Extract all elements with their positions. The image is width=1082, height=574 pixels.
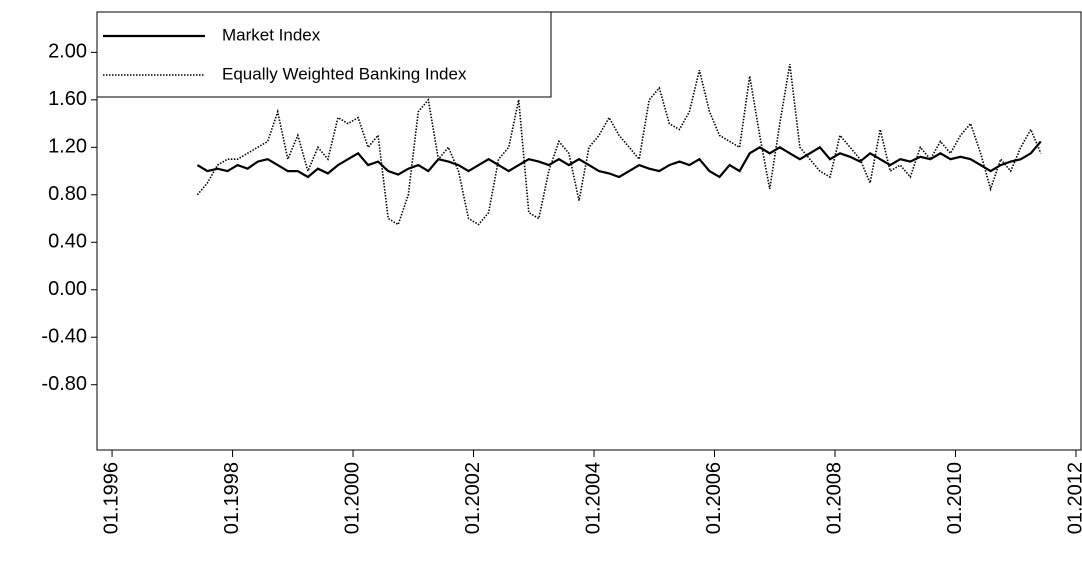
y-tick-label: 1.60 — [48, 88, 87, 110]
x-tick-label: 01.2002 — [462, 462, 484, 534]
x-tick-label: 01.2006 — [703, 462, 725, 534]
y-tick-label: -0.80 — [41, 373, 87, 395]
x-tick-label: 01.1998 — [221, 462, 243, 534]
legend-box — [96, 11, 552, 98]
y-tick-label: 0.40 — [48, 231, 87, 253]
x-tick-label: 01.1996 — [100, 462, 122, 534]
series-line — [196, 64, 1042, 226]
x-tick-label: 01.2010 — [944, 462, 966, 534]
series-line — [196, 140, 1042, 179]
legend-label: Market Index — [222, 25, 321, 44]
y-tick-label: 1.20 — [48, 136, 87, 158]
x-tick-label: 01.2000 — [341, 462, 363, 534]
y-tick-label: 2.00 — [48, 41, 87, 63]
plot-frame — [96, 11, 1082, 451]
y-tick-label: 0.00 — [48, 278, 87, 300]
legend-label: Equally Weighted Banking Index — [222, 64, 467, 83]
x-tick-label: 01.2012 — [1064, 462, 1082, 534]
x-tick-label: 01.2008 — [823, 462, 845, 534]
y-tick-label: -0.40 — [41, 326, 87, 348]
y-tick-label: 0.80 — [48, 183, 87, 205]
x-tick-label: 01.2004 — [582, 462, 604, 534]
